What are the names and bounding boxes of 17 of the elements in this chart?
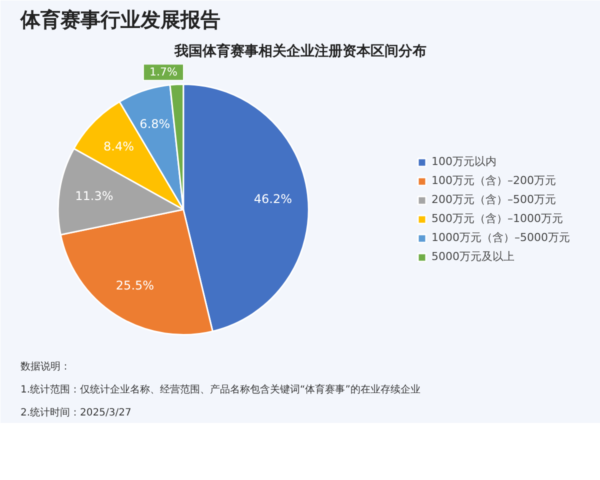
text: 2.统计时间：2025/3/27 [20, 406, 132, 418]
data-label: 6.8% [140, 117, 170, 132]
legend-label: 500万元（含）–1000万元 [432, 211, 563, 226]
data-label: 11.3% [75, 188, 114, 203]
legend-label: 200万元（含）–500万元 [432, 192, 556, 207]
legend-label: 1000万元（含）–5000万元 [432, 230, 570, 245]
data-label: 8.4% [103, 140, 134, 154]
data-label: 25.5% [116, 278, 154, 292]
chart-subtitle: 我国体育赛事相关企业注册资本区间分布 [174, 42, 426, 60]
chart-title: 体育赛事行业发展报告 [20, 8, 220, 32]
legend-label: 5000万元及以上 [432, 249, 514, 264]
text: 1.统计范围：仅统计企业名称、经营范围、产品名称包含关键词“体育赛事”的在业存续企业 [20, 384, 420, 396]
legend-label: 100万元以内 [432, 154, 496, 169]
data-label: 1.7% [150, 66, 178, 79]
legend-label: 100万元（含）–200万元 [432, 173, 556, 188]
data-label: 46.2% [254, 192, 292, 206]
text: 数据说明： [20, 360, 70, 372]
